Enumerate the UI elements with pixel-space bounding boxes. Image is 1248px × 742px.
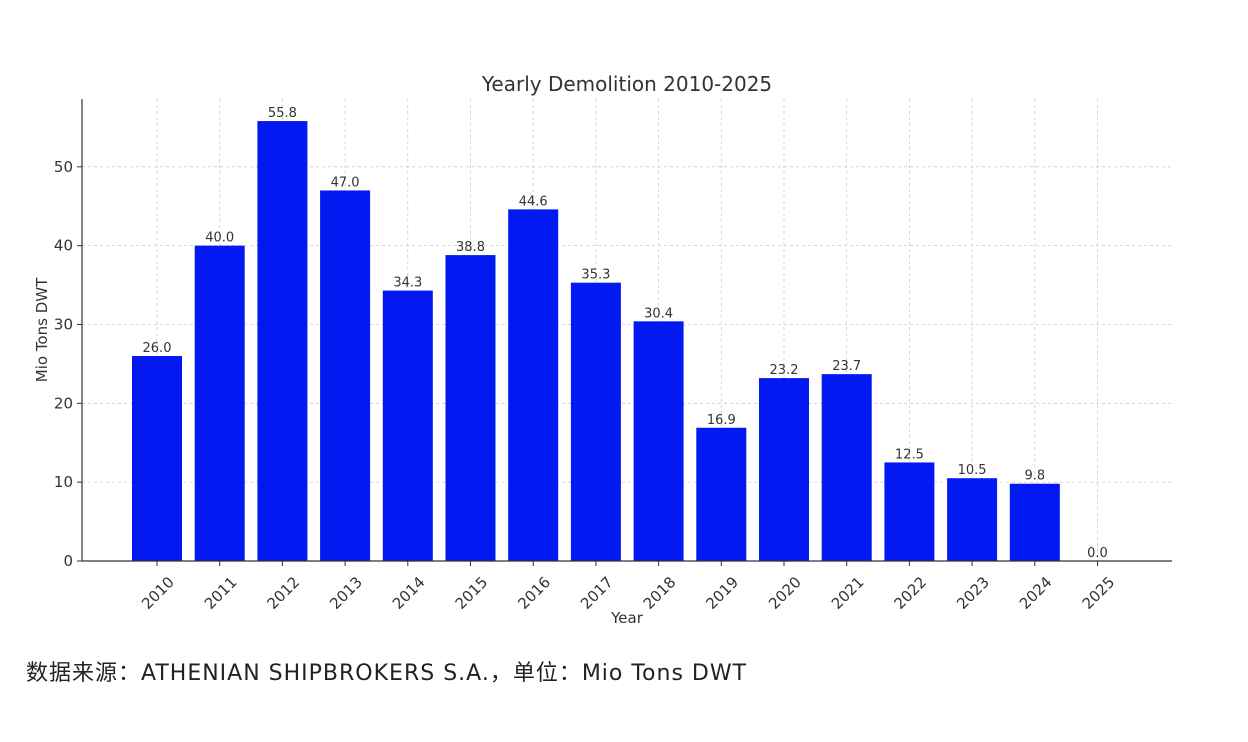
bar bbox=[445, 255, 496, 561]
bar-value-label: 47.0 bbox=[331, 175, 360, 190]
x-tick-label: 2017 bbox=[577, 573, 617, 613]
y-tick-label: 10 bbox=[54, 473, 73, 491]
x-tick-label: 2012 bbox=[263, 573, 303, 613]
bar-value-label: 0.0 bbox=[1087, 546, 1108, 561]
y-tick-label: 50 bbox=[54, 158, 73, 176]
bar-value-label: 40.0 bbox=[205, 231, 234, 246]
bar-chart: Yearly Demolition 2010-2025 26.0 40.0 55.8… bbox=[33, 72, 1172, 627]
bar bbox=[132, 356, 182, 561]
bar-value-label: 23.7 bbox=[832, 359, 861, 374]
bar bbox=[382, 290, 433, 561]
x-tick-label: 2023 bbox=[953, 573, 993, 613]
y-tick-label: 30 bbox=[54, 315, 73, 333]
bar bbox=[508, 209, 559, 561]
bar bbox=[884, 462, 935, 561]
bar-value-label: 12.5 bbox=[895, 447, 924, 462]
bar bbox=[257, 121, 308, 562]
y-tick-label: 40 bbox=[54, 237, 73, 255]
bar bbox=[759, 378, 809, 561]
bar bbox=[1009, 483, 1060, 561]
bar bbox=[320, 190, 371, 561]
bar-value-label: 9.8 bbox=[1024, 469, 1045, 484]
source-note: 数据来源：ATHENIAN SHIPBROKERS S.A.，单位：Mio To… bbox=[26, 661, 748, 686]
bars-group bbox=[132, 121, 1060, 562]
bar-value-label: 23.2 bbox=[770, 363, 799, 378]
x-tick-label: 2020 bbox=[765, 573, 805, 613]
bar bbox=[696, 427, 747, 561]
bar-value-label: 35.3 bbox=[581, 268, 610, 283]
bar bbox=[633, 321, 684, 561]
bar-value-label: 44.6 bbox=[519, 194, 548, 209]
x-tick-label: 2010 bbox=[138, 573, 178, 613]
x-axis-label: Year bbox=[610, 609, 644, 627]
x-tick-label: 2013 bbox=[326, 573, 366, 613]
x-tick-label: 2019 bbox=[702, 573, 742, 613]
bar-value-label: 10.5 bbox=[958, 463, 987, 478]
bar-value-label: 30.4 bbox=[644, 306, 673, 321]
x-tick-label: 2025 bbox=[1079, 573, 1119, 613]
x-tick-label: 2015 bbox=[452, 573, 492, 613]
y-tick-label: 0 bbox=[63, 552, 73, 570]
x-tick-label: 2024 bbox=[1016, 573, 1056, 613]
bar-value-label: 55.8 bbox=[268, 106, 297, 121]
x-tick-label: 2022 bbox=[890, 573, 930, 613]
bar-value-label: 38.8 bbox=[456, 240, 485, 255]
bar bbox=[570, 282, 621, 561]
y-axis-label: Mio Tons DWT bbox=[33, 277, 51, 382]
y-axis-ticks: 0 10 20 30 40 50 bbox=[54, 158, 82, 570]
bar bbox=[194, 245, 245, 561]
bar bbox=[821, 374, 872, 561]
x-tick-label: 2011 bbox=[201, 573, 241, 613]
bar-value-label: 26.0 bbox=[143, 341, 172, 356]
x-tick-label: 2014 bbox=[389, 573, 429, 613]
y-tick-label: 20 bbox=[54, 394, 73, 412]
bar bbox=[947, 478, 998, 561]
x-tick-label: 2016 bbox=[514, 573, 554, 613]
x-tick-label: 2018 bbox=[640, 573, 680, 613]
x-axis-ticks: 2010 2011 2012 2013 2014 2015 2016 2017 2018 2019… bbox=[138, 561, 1118, 613]
bar-value-labels: 26.0 40.0 55.8 47.0 34.3 38.8 44.6 35.3 30.4 16.9… bbox=[143, 106, 1108, 561]
x-tick-label: 2021 bbox=[828, 573, 868, 613]
bar-value-label: 34.3 bbox=[393, 276, 422, 291]
grid-lines bbox=[82, 99, 1172, 562]
bar-value-label: 16.9 bbox=[707, 413, 736, 428]
chart-title: Yearly Demolition 2010-2025 bbox=[481, 72, 772, 96]
